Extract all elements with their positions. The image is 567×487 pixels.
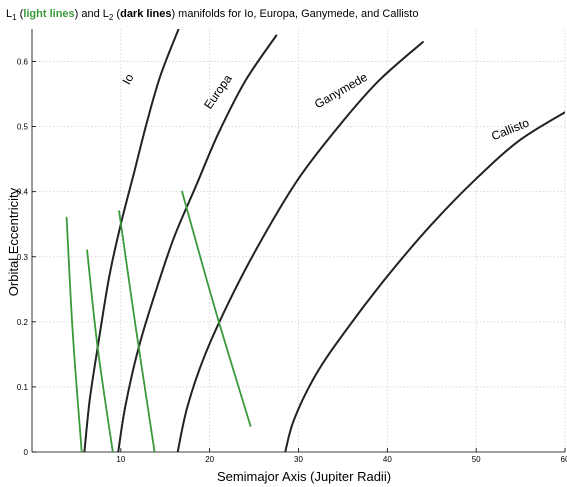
- y-tick-label-6: 0.6: [17, 58, 29, 67]
- title-l1: L: [6, 8, 12, 20]
- y-tick-label-0: 0: [24, 448, 29, 457]
- curve-label-europa: Europa: [201, 72, 235, 112]
- x-tick-label-0: 10: [116, 455, 125, 464]
- title-open: (: [17, 8, 24, 20]
- y-tick-label-5: 0.5: [17, 123, 29, 132]
- light-manifold-light-6: [118, 210, 156, 452]
- curve-label-io: Io: [119, 71, 136, 87]
- y-tick-label-4: 0.4: [17, 188, 29, 197]
- x-tick-label-2: 30: [294, 455, 303, 464]
- y-tick-label-1: 0.1: [17, 383, 29, 392]
- curve-label-callisto: Callisto: [489, 115, 531, 143]
- dark-manifold-callisto: [284, 111, 565, 452]
- series-group: [65, 29, 565, 452]
- title-light-lines: light lines: [23, 8, 74, 20]
- light-manifold-light-7: [181, 190, 252, 427]
- title-dark-lines: dark lines: [120, 8, 171, 20]
- title-l2-subscript: 2: [109, 13, 114, 22]
- light-manifold-light-4: [65, 216, 83, 452]
- plot-area: 10 20 30 40 50 60 0 0.1 0.2 0.3 0.4 0.5 0.6 Io Europa G…: [17, 29, 567, 464]
- title-mid: ) and L: [75, 8, 109, 20]
- dark-manifold-europa: [117, 34, 278, 452]
- dark-manifold-io: [83, 29, 180, 452]
- title-mid2: (: [113, 8, 120, 20]
- x-tick-label-5: 60: [561, 455, 567, 464]
- x-tick-label-3: 40: [383, 455, 392, 464]
- x-axis-label: Semimajor Axis (Jupiter Radii): [217, 469, 391, 484]
- y-axis-label: Orbital Eccentricity: [6, 187, 21, 296]
- y-tick-label-2: 0.2: [17, 318, 29, 327]
- title-l1-subscript: 1: [12, 13, 17, 22]
- light-manifold-light-5: [86, 249, 114, 452]
- y-tick-label-3: 0.3: [17, 253, 29, 262]
- x-tick-label-4: 50: [472, 455, 481, 464]
- dark-manifold-ganymede: [176, 41, 424, 452]
- curve-label-ganymede: Ganymede: [312, 70, 370, 112]
- x-tick-label-1: 20: [205, 455, 214, 464]
- title-rest: ) manifolds for Io, Europa, Ganymede, an…: [171, 8, 418, 20]
- chart-title: L1 (light lines) and L2 (dark lines) man…: [6, 8, 418, 22]
